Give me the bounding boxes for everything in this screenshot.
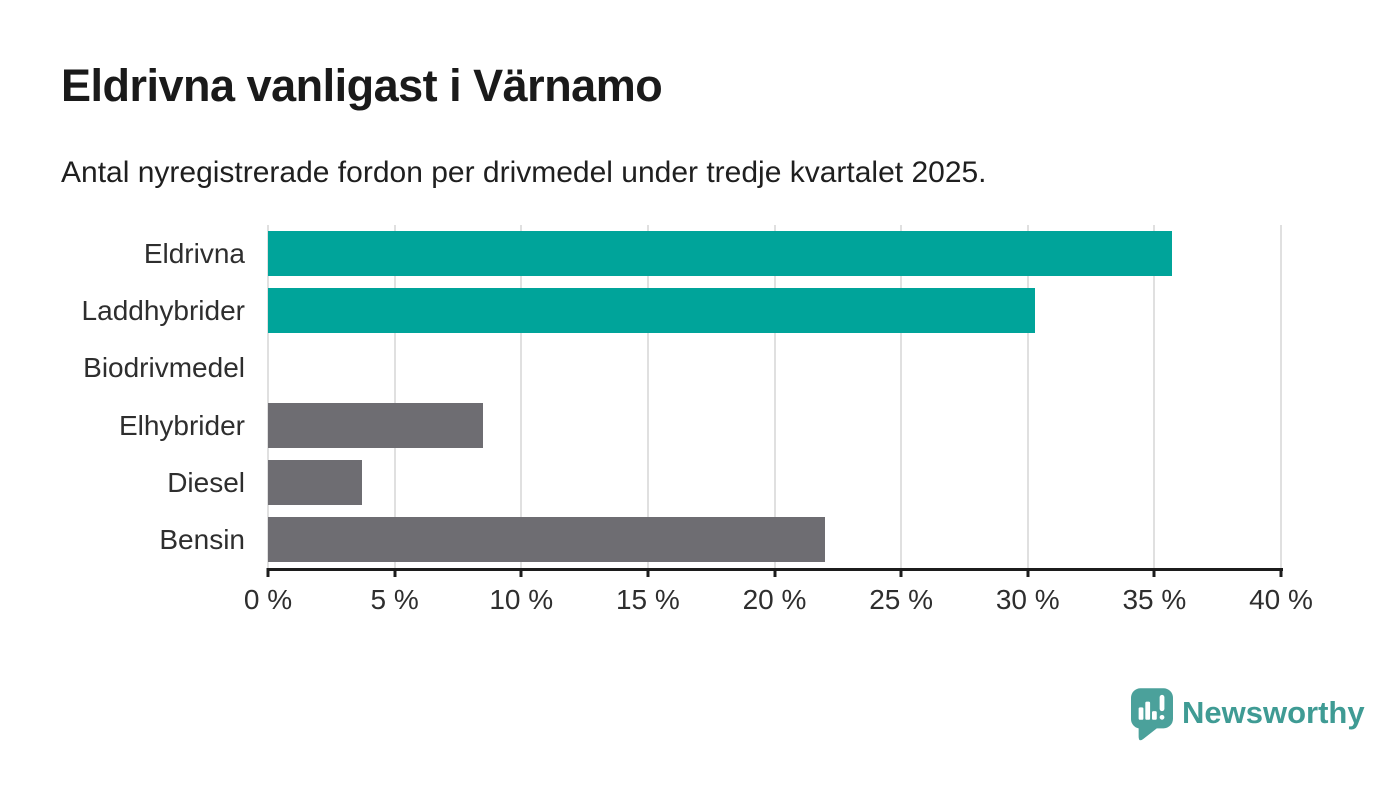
x-axis-tick xyxy=(899,568,903,577)
x-axis-tick-label: 25 % xyxy=(869,584,934,615)
gridline xyxy=(267,225,269,568)
gridline xyxy=(1026,225,1029,568)
category-label-diesel: Diesel xyxy=(167,466,245,498)
y-axis-labels: Eldrivna Laddhybrider Biodrivmedel Elhybrid… xyxy=(0,225,250,568)
x-axis-tick xyxy=(646,568,650,577)
x-axis-tick-label: 35 % xyxy=(1122,584,1187,615)
category-label-biodrivmedel: Biodrivmedel xyxy=(83,352,245,384)
gridline xyxy=(773,225,776,568)
gridline xyxy=(1280,225,1282,568)
category-label-eldrivna: Eldrivna xyxy=(143,238,245,269)
gridline xyxy=(646,225,649,568)
gridline xyxy=(520,225,523,568)
x-axis-tick xyxy=(773,568,776,577)
category-label-laddhybrider: Laddhybrider xyxy=(81,295,245,327)
x-axis-tick-label: 0 % xyxy=(243,584,293,615)
x-axis-tick xyxy=(1026,568,1030,577)
bar-elhybrider xyxy=(268,402,484,448)
gridline xyxy=(1153,225,1156,568)
x-axis-tick xyxy=(519,568,523,577)
category-label-elhybrider: Elhybrider xyxy=(118,409,245,441)
x-axis-tick xyxy=(1279,568,1283,577)
newsworthy-pin-barchart-icon xyxy=(1131,688,1173,741)
x-axis-tick xyxy=(1152,568,1156,577)
x-axis-tick-label: 20 % xyxy=(742,584,807,615)
chart-subtitle: Antal nyregistrerade fordon per drivmede… xyxy=(61,156,987,189)
x-axis-tick xyxy=(266,568,270,577)
x-axis-tick-label: 40 % xyxy=(1249,584,1313,615)
x-axis-tick-label: 5 % xyxy=(370,584,419,615)
category-label-bensin: Bensin xyxy=(159,523,245,555)
x-axis-tick-label: 30 % xyxy=(995,584,1060,615)
plot-area: 0 % 5 % 10 % 15 % 20 % 25 % 30 % 35 % 40 % xyxy=(244,225,1313,615)
x-axis-tick-label: 10 % xyxy=(489,584,554,615)
gridline xyxy=(900,225,903,568)
bar-diesel xyxy=(268,459,362,505)
bar-laddhybrider xyxy=(268,288,1036,334)
bar-eldrivna xyxy=(268,231,1173,277)
gridline xyxy=(393,225,396,568)
newsworthy-logo-text: Newsworthy xyxy=(1182,695,1365,730)
x-axis-tick-label: 15 % xyxy=(615,584,680,615)
chart-title: Eldrivna vanligast i Värnamo xyxy=(61,60,663,111)
x-axis-tick xyxy=(393,568,397,577)
newsworthy-logo: Newsworthy xyxy=(1131,688,1365,741)
bar-bensin xyxy=(268,516,826,562)
